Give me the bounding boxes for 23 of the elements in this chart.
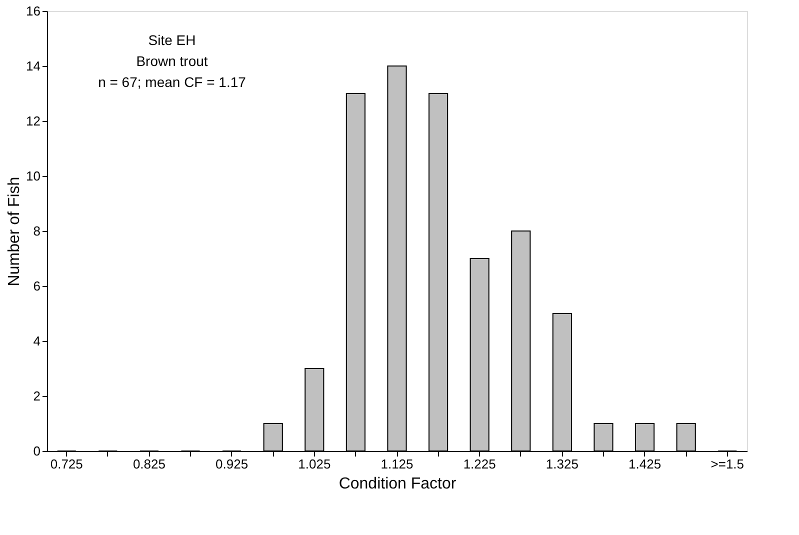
x-tick-label: 1.225: [463, 456, 496, 472]
x-tick-label: 0.725: [50, 456, 83, 472]
x-tick-label: 1.025: [298, 456, 331, 472]
x-tick-label: 0.925: [216, 456, 248, 472]
x-tick-label: 0.825: [132, 456, 166, 472]
y-tick-label: 0: [33, 444, 40, 458]
x-tick-label: 1.325: [546, 456, 578, 472]
annotation: Brown trout: [136, 53, 208, 69]
y-tick-label: 12: [26, 114, 40, 128]
y-tick-label: 10: [26, 168, 40, 184]
x-tick-label: >=1.5: [710, 456, 744, 472]
y-tick-label: 6: [33, 278, 40, 294]
y-tick-label: 16: [26, 4, 40, 18]
x-axis-title: Condition Factor: [338, 476, 457, 492]
y-tick-label: 8: [33, 224, 40, 238]
y-tick-label: 2: [33, 388, 40, 404]
x-tick-label: 1.425: [628, 456, 662, 472]
y-tick-label: 4: [33, 334, 40, 348]
annotation: Site EH: [148, 32, 196, 48]
y-axis-title: Number of Fish: [6, 176, 24, 286]
x-tick-label: 1.125: [380, 456, 414, 472]
annotation: n = 67; mean CF = 1.17: [98, 74, 246, 90]
y-tick-label: 14: [26, 58, 40, 74]
